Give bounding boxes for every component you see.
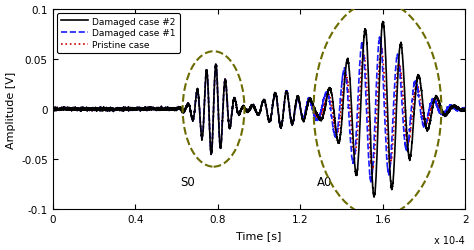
Damaged case #2 <box>50 106 55 110</box>
Damaged case #2 <box>223 84 229 87</box>
Damaged case #2 <box>349 140 355 143</box>
Pristine case <box>462 110 468 112</box>
Pristine case <box>371 196 377 199</box>
Pristine case <box>223 84 229 87</box>
Line: Pristine case: Pristine case <box>53 22 465 197</box>
Damaged case #2 <box>227 127 232 130</box>
Damaged case #1 <box>377 36 383 40</box>
Damaged case #2 <box>450 105 456 108</box>
Pristine case <box>227 127 232 130</box>
Damaged case #2 <box>429 106 435 109</box>
Damaged case #1 <box>50 106 55 110</box>
Damaged case #1 <box>368 181 374 184</box>
Damaged case #1 <box>462 109 468 112</box>
Text: x 10-4: x 10-4 <box>434 236 465 246</box>
Pristine case <box>429 112 435 115</box>
Damaged case #1 <box>227 127 232 130</box>
Text: A0: A0 <box>317 175 332 188</box>
Damaged case #2 <box>378 47 384 50</box>
Damaged case #2 <box>246 110 252 112</box>
Damaged case #2 <box>462 109 468 112</box>
Pristine case <box>246 110 252 112</box>
Damaged case #1 <box>450 105 456 108</box>
Damaged case #1 <box>223 84 229 87</box>
Damaged case #1 <box>246 110 252 112</box>
Damaged case #1 <box>429 102 435 105</box>
Pristine case <box>380 21 386 24</box>
Damaged case #2 <box>370 168 375 172</box>
Pristine case <box>50 106 55 110</box>
Y-axis label: Amplitude [V]: Amplitude [V] <box>6 71 16 148</box>
Line: Damaged case #2: Damaged case #2 <box>53 48 465 170</box>
Pristine case <box>450 104 456 108</box>
Legend: Damaged case #2, Damaged case #1, Pristine case: Damaged case #2, Damaged case #1, Pristi… <box>57 14 180 54</box>
Text: S0: S0 <box>181 175 195 188</box>
Pristine case <box>349 123 355 126</box>
Damaged case #1 <box>349 160 355 163</box>
X-axis label: Time [s]: Time [s] <box>236 230 282 240</box>
Line: Damaged case #1: Damaged case #1 <box>53 38 465 182</box>
